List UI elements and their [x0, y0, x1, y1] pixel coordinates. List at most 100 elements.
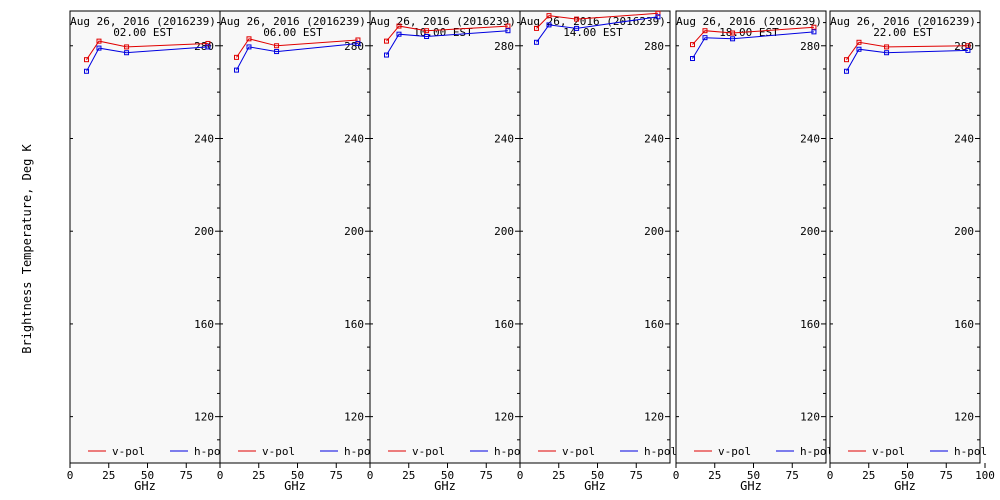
- y-tick-label: 160: [954, 318, 974, 331]
- y-tick-label: 200: [800, 225, 820, 238]
- y-tick-label: 240: [344, 132, 364, 145]
- y-tick-label: 200: [644, 225, 664, 238]
- data-point-v-pol: [574, 16, 580, 22]
- x-tick-label: 75: [180, 469, 193, 482]
- data-point-v-pol: [505, 23, 511, 29]
- y-tick-label: 240: [644, 132, 664, 145]
- data-point-v-pol: [811, 24, 817, 30]
- y-tick-label: 280: [800, 40, 820, 53]
- x-tick-label: 50: [591, 469, 604, 482]
- chart-panel-1: 120 160 200 240 280 0 25 50 75 GHz Aug 26, 2016 (2…: [67, 10, 227, 493]
- series-line-h-pol: [236, 43, 358, 71]
- series-line-v-pol: [536, 12, 659, 29]
- data-point-h-pol: [690, 56, 696, 62]
- x-axis-label: GHz: [284, 479, 306, 493]
- x-tick-label: 100: [975, 469, 995, 482]
- data-point-v-pol: [384, 38, 390, 44]
- x-axis-label: GHz: [740, 479, 762, 493]
- x-tick-label: 50: [441, 469, 454, 482]
- data-point-v-pol: [96, 38, 102, 44]
- data-point-h-pol: [84, 68, 90, 74]
- panel-subtitle: 10.00 EST: [413, 26, 473, 39]
- x-tick-label: 0: [673, 469, 680, 482]
- legend-label-h-pol: h-pol: [954, 445, 987, 458]
- chart-panel-2: 120 160 200 240 280 0 25 50 75 GHz Aug 26, 2016 (2…: [217, 10, 377, 493]
- data-point-v-pol: [534, 25, 540, 31]
- x-tick-label: 25: [708, 469, 721, 482]
- y-tick-label: 280: [644, 40, 664, 53]
- y-tick-label: 240: [954, 132, 974, 145]
- data-point-h-pol: [424, 33, 430, 39]
- data-point-v-pol: [730, 30, 736, 36]
- y-tick-label: 240: [194, 132, 214, 145]
- y-tick-label: 160: [194, 318, 214, 331]
- data-point-h-pol: [534, 39, 540, 45]
- panel-title: Aug 26, 2016 (2016239): [70, 15, 216, 28]
- data-point-v-pol: [205, 40, 211, 46]
- legend-label-v-pol: v-pol: [412, 445, 445, 458]
- data-point-h-pol: [396, 31, 402, 37]
- x-tick-label: 75: [480, 469, 493, 482]
- data-point-h-pol: [702, 35, 708, 41]
- panel-title: Aug 26, 2016 (2016239): [520, 15, 666, 28]
- x-tick-label: 0: [517, 469, 524, 482]
- series-line-h-pol: [86, 46, 208, 72]
- legend-label-h-pol: h-pol: [644, 445, 677, 458]
- legend-label-v-pol: v-pol: [562, 445, 595, 458]
- data-point-v-pol: [546, 13, 552, 19]
- x-tick-label: 75: [330, 469, 343, 482]
- data-point-v-pol: [884, 44, 890, 50]
- panel-title: Aug 26, 2016 (2016239): [220, 15, 366, 28]
- y-tick-label: 120: [494, 411, 514, 424]
- data-point-h-pol: [384, 52, 390, 58]
- y-tick-label: 200: [954, 225, 974, 238]
- x-tick-label: 75: [630, 469, 643, 482]
- y-tick-label: 160: [800, 318, 820, 331]
- data-point-v-pol: [274, 43, 280, 49]
- data-point-h-pol: [505, 28, 511, 34]
- data-point-v-pol: [355, 37, 361, 43]
- legend-label-v-pol: v-pol: [718, 445, 751, 458]
- y-tick-label: 200: [344, 225, 364, 238]
- x-tick-label: 0: [217, 469, 224, 482]
- data-point-h-pol: [234, 67, 240, 73]
- legend-label-h-pol: h-pol: [344, 445, 377, 458]
- y-tick-label: 280: [494, 40, 514, 53]
- series-line-h-pol: [692, 31, 815, 59]
- series-line-v-pol: [386, 25, 508, 42]
- legend-label-v-pol: v-pol: [262, 445, 295, 458]
- x-tick-label: 0: [367, 469, 374, 482]
- x-tick-label: 0: [67, 469, 74, 482]
- data-point-h-pol: [811, 29, 817, 35]
- y-tick-label: 240: [494, 132, 514, 145]
- x-axis-label: GHz: [894, 479, 916, 493]
- panel-title: Aug 26, 2016 (2016239): [370, 15, 516, 28]
- panel-subtitle: 06.00 EST: [263, 26, 323, 39]
- data-point-h-pol: [884, 50, 890, 56]
- data-point-v-pol: [234, 54, 240, 60]
- legend-label-h-pol: h-pol: [494, 445, 527, 458]
- data-point-v-pol: [124, 44, 130, 50]
- panel-title: Aug 26, 2016 (2016239): [676, 15, 822, 28]
- legend-label-v-pol: v-pol: [872, 445, 905, 458]
- chart-panel-4: 120 160 200 240 280 0 25 50 75 GHz Aug 26, 2016 (2…: [517, 10, 677, 493]
- x-tick-label: 75: [940, 469, 953, 482]
- y-tick-label: 120: [194, 411, 214, 424]
- y-tick-label: 160: [344, 318, 364, 331]
- series-line-v-pol: [86, 40, 208, 60]
- data-point-v-pol: [424, 28, 430, 34]
- y-axis-label: Brightness Temperature, Deg K: [20, 143, 34, 353]
- plot-area: [69, 10, 221, 464]
- data-point-h-pol: [96, 45, 102, 51]
- panel-subtitle: 22.00 EST: [873, 26, 933, 39]
- y-tick-label: 240: [800, 132, 820, 145]
- panel-subtitle: 02.00 EST: [113, 26, 173, 39]
- data-point-h-pol: [574, 25, 580, 31]
- y-tick-label: 160: [644, 318, 664, 331]
- x-tick-label: 50: [141, 469, 154, 482]
- x-tick-label: 25: [252, 469, 265, 482]
- data-point-h-pol: [274, 49, 280, 55]
- chart-panel-5: 120 160 200 240 280 0 25 50 75 GHz Aug 26, 2016 (2…: [673, 10, 833, 493]
- data-point-h-pol: [844, 68, 850, 74]
